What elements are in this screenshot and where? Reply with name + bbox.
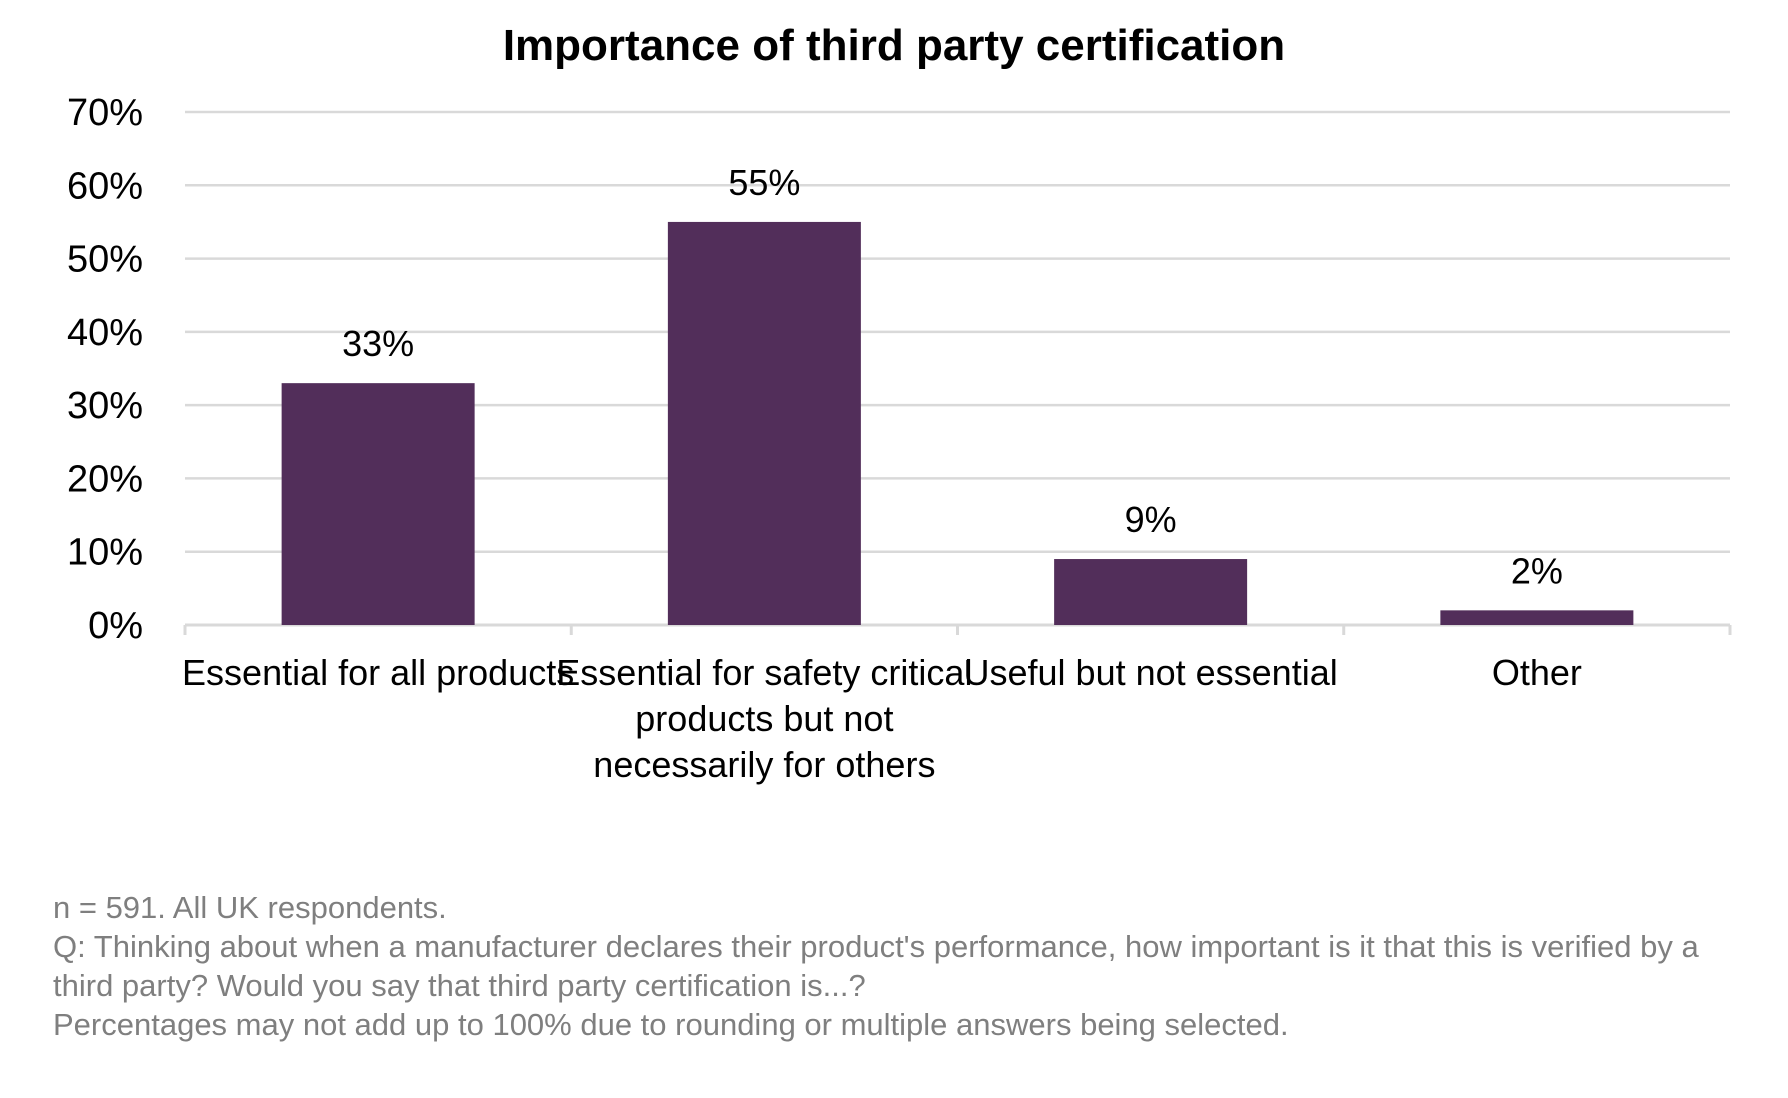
x-tick-label: products but not	[635, 698, 893, 739]
bars	[281, 221, 1634, 625]
bar-chart: Importance of third party certification …	[67, 21, 1732, 785]
data-label: 55%	[728, 162, 800, 203]
bar	[667, 221, 861, 625]
y-tick-label: 50%	[67, 239, 143, 281]
question-note: Q: Thinking about when a manufacturer de…	[53, 929, 1699, 1003]
y-axis-ticks: 0% 10% 20% 30% 40% 50% 60% 70%	[67, 92, 143, 647]
bar	[1440, 610, 1634, 625]
bar	[281, 383, 475, 625]
data-labels: 33% 55% 9% 2%	[342, 162, 1563, 591]
x-tick-label: Useful but not essential	[964, 652, 1338, 693]
x-tick-label: Essential for all products	[182, 652, 574, 693]
chart-notes: n = 591. All UK respondents. Q: Thinking…	[53, 888, 1753, 1044]
y-tick-label: 20%	[67, 458, 143, 500]
data-label: 2%	[1511, 550, 1563, 591]
x-tick-label: Essential for safety critical	[556, 652, 972, 693]
y-tick-label: 10%	[67, 532, 143, 574]
disclaimer-note: Percentages may not add up to 100% due t…	[53, 1007, 1289, 1042]
bar	[1054, 559, 1248, 625]
sample-note: n = 591. All UK respondents.	[53, 890, 447, 925]
chart-title: Importance of third party certification	[503, 21, 1285, 70]
y-tick-label: 70%	[67, 92, 143, 134]
x-tick-label: necessarily for others	[593, 744, 935, 785]
y-tick-label: 0%	[88, 605, 143, 647]
y-tick-label: 30%	[67, 385, 143, 427]
data-label: 33%	[342, 323, 414, 364]
y-tick-label: 40%	[67, 312, 143, 354]
y-tick-label: 60%	[67, 165, 143, 207]
x-tick-label: Other	[1492, 652, 1582, 693]
data-label: 9%	[1125, 499, 1177, 540]
